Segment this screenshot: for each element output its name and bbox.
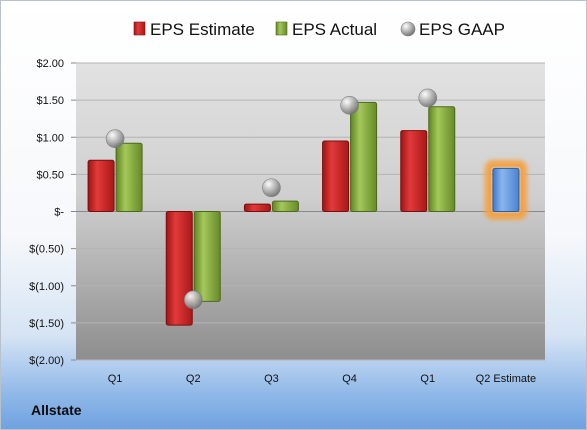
y-tick-label: $(0.50) <box>29 244 64 256</box>
legend: EPS Estimate EPS Actual EPS GAAP <box>133 20 505 39</box>
eps-gaap-marker <box>340 96 359 115</box>
eps-estimate-bar <box>165 211 193 326</box>
eps-estimate-bar <box>87 159 115 212</box>
y-tick-label: $1.00 <box>36 132 64 144</box>
y-tick-label: $(1.50) <box>29 318 64 330</box>
q2-estimate-bar <box>492 167 520 212</box>
estimate-highlight-glow <box>484 160 527 220</box>
legend-label: EPS GAAP <box>419 20 505 39</box>
eps-estimate-bar <box>400 130 428 213</box>
eps-estimate-bar <box>243 203 271 212</box>
y-tick-label: $- <box>54 207 64 219</box>
eps-actual-bar <box>350 101 378 212</box>
y-tick-label: $0.50 <box>36 169 64 181</box>
eps-actual-bar <box>115 142 143 212</box>
eps-actual-bar <box>271 200 299 212</box>
y-tick-label: $(2.00) <box>29 355 64 367</box>
eps-actual-bar <box>193 211 221 302</box>
eps-actual-bar <box>428 106 456 212</box>
y-tick-label: $(1.00) <box>29 281 64 293</box>
legend-label: EPS Estimate <box>150 20 255 39</box>
eps-gaap-marker <box>105 129 125 149</box>
y-tick-label: $2.00 <box>36 58 64 70</box>
x-category-label: Q1 <box>420 373 435 385</box>
eps-estimate-bar <box>322 140 350 212</box>
y-tick-label: $1.50 <box>36 95 64 107</box>
x-category-label: Q2 <box>186 373 201 385</box>
plot-area: $2.00 $1.50 $1.00 $0.50 $- $(0.50) $(1.00) $(1.… <box>29 58 545 385</box>
estimate-highlight-border <box>488 164 524 216</box>
x-category-label: Q2 Estimate <box>476 373 537 385</box>
company-label: Allstate <box>31 402 82 418</box>
eps-gaap-marker <box>183 290 203 310</box>
eps-gaap-marker <box>418 88 438 108</box>
legend-swatch <box>400 21 416 37</box>
legend-swatch <box>133 21 146 36</box>
x-category-label: Q3 <box>264 373 279 385</box>
eps-gaap-marker <box>262 178 281 198</box>
legend-label: EPS Actual <box>292 20 377 39</box>
legend-swatch <box>275 21 288 36</box>
x-category-label: Q1 <box>108 373 123 385</box>
x-category-label: Q4 <box>342 373 357 385</box>
